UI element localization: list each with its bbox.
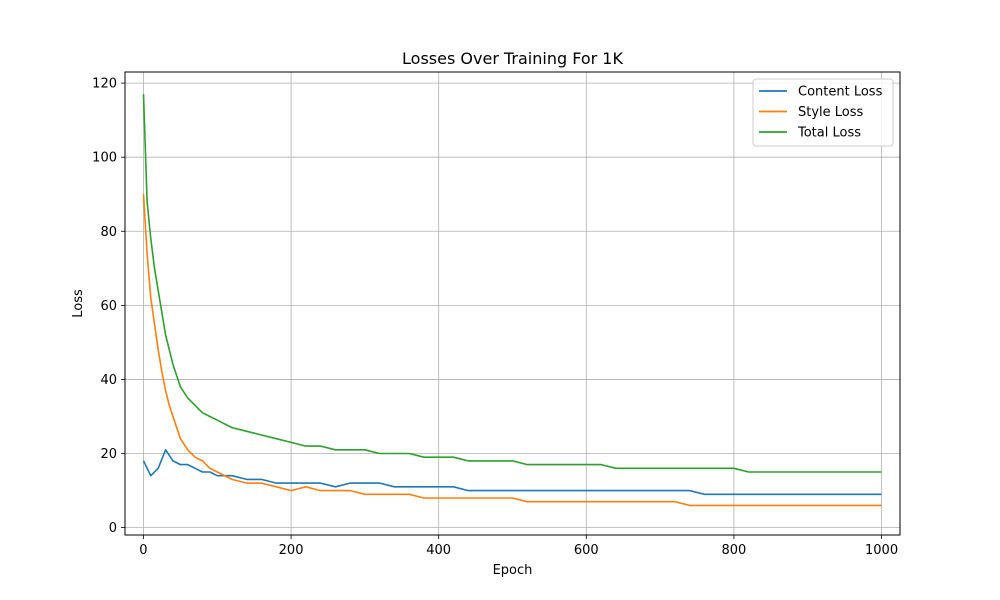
y-tick-label: 0 <box>109 521 117 536</box>
legend-box <box>752 78 894 147</box>
y-tick-label: 80 <box>100 225 117 240</box>
x-tick-label: 0 <box>139 543 147 558</box>
grid-lines <box>125 72 900 535</box>
series-line-content-loss <box>142 448 882 496</box>
x-tick-label: 600 <box>574 543 599 558</box>
y-tick-label: 100 <box>92 151 117 166</box>
series-line-total-loss <box>142 94 882 473</box>
y-axis-label: Loss <box>71 289 86 318</box>
x-tick-label: 200 <box>279 543 304 558</box>
y-tick-label: 40 <box>100 373 117 388</box>
legend-label: Content Loss <box>798 85 883 100</box>
x-tick-label: 1000 <box>865 543 898 558</box>
y-axis-ticks: 0 20 40 60 80 100 120 <box>92 77 125 536</box>
legend-label: Total Loss <box>797 126 861 141</box>
legend-label: Style Loss <box>798 105 864 120</box>
x-tick-label: 400 <box>426 543 451 558</box>
series-layer <box>142 94 882 507</box>
series-line-style-loss <box>142 194 882 507</box>
chart-title: Losses Over Training For 1K <box>402 49 623 68</box>
x-axis-label: Epoch <box>493 563 533 578</box>
y-tick-label: 20 <box>100 447 117 462</box>
x-tick-label: 800 <box>722 543 747 558</box>
y-tick-label: 60 <box>100 299 117 314</box>
y-tick-label: 120 <box>92 77 117 92</box>
plot-frame <box>124 71 901 536</box>
legend: Content Loss Style Loss Total Loss <box>752 78 894 147</box>
x-axis-ticks: 0 200 400 600 800 1000 <box>139 535 898 558</box>
